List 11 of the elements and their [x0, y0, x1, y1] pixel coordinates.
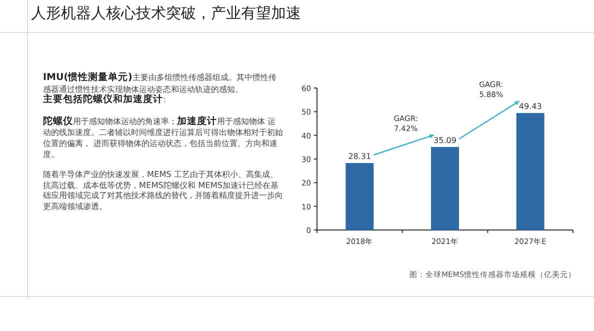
bar	[516, 113, 544, 230]
bar	[431, 146, 459, 230]
text: 随着半导体产业的快速发展，MEMS 工艺由于其体积小、高集成、抗高过载、成本低等优势，MEMS陀螺仪和 MEMS加速计已经在基础应用领域完成了对其他技术路线的替代，并随着精度提升进一步向更高端领域渗透。	[43, 169, 283, 212]
text: IMU(惯性测量单元)主要由多组惯性传感器组成。其中惯性传感器通过惯性技术实现物体运动姿态和运动轨迹的感知。	[43, 72, 278, 94]
bar	[346, 163, 374, 230]
data-label: 35.09	[434, 136, 456, 145]
data-label: 49.43	[518, 102, 542, 112]
text: 人形机器人核心技术突破，产业有望加速	[31, 4, 301, 23]
text: 陀螺仪用于感知物体运动的角速率；加速度计用于感知物体 运动的线加速度。二者辅以时间维度进行运算后可得出物体相对于初始位置的偏离， 进而获得物体的运动状态，包括当前位置、方向和速度。	[43, 116, 283, 160]
data-label: 28.31	[348, 152, 372, 161]
text: 主要包括陀螺仪和加速度计:	[43, 94, 167, 106]
